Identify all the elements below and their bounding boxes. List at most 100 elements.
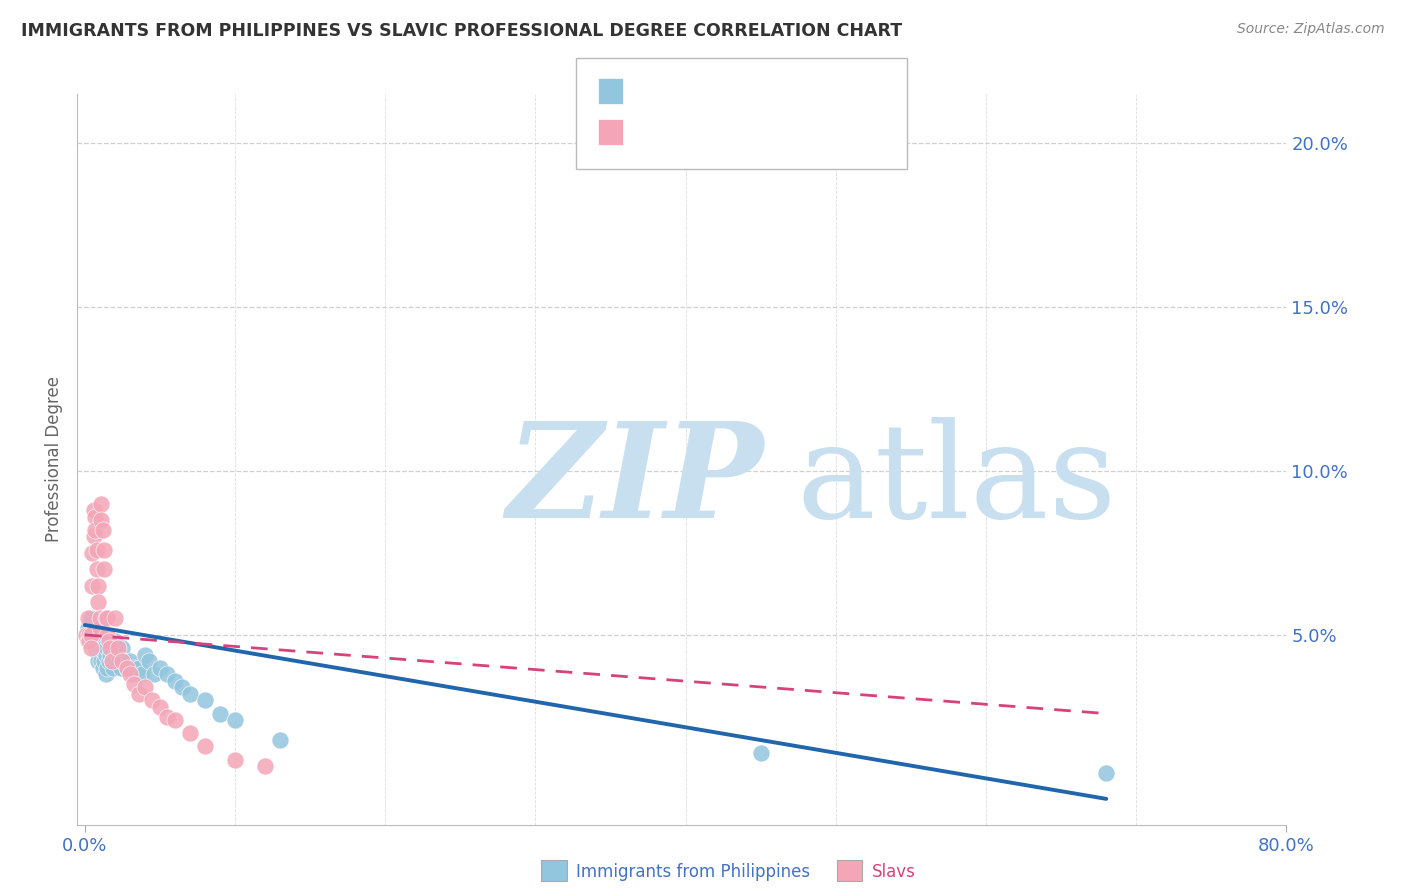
Point [80,628,103,642]
Point [104,611,127,625]
Point [224,713,246,727]
Point [208,706,231,721]
Text: R =: R = [634,84,669,98]
Point [156,667,179,681]
Point [96,628,118,642]
Point [76,611,98,625]
Text: ZIP: ZIP [506,417,763,546]
Text: 56: 56 [770,84,793,98]
Point [100,640,122,655]
Point [86,562,108,576]
Point [93,654,115,668]
Point [179,726,201,740]
Point [89,628,111,642]
Point [90,634,112,648]
Point [87,595,110,609]
Y-axis label: Professional Degree: Professional Degree [45,376,63,542]
Point [115,660,138,674]
Point [94,611,117,625]
Point [125,667,148,681]
Point [149,660,172,674]
Point [124,677,146,691]
Text: -0.658: -0.658 [668,84,725,98]
Point [254,759,277,773]
Point [94,648,117,662]
Point [86,644,108,658]
Point [91,523,114,537]
Point [112,654,135,668]
Point [90,513,112,527]
Point [118,654,141,668]
Point [749,746,772,760]
Text: IMMIGRANTS FROM PHILIPPINES VS SLAVIC PROFESSIONAL DEGREE CORRELATION CHART: IMMIGRANTS FROM PHILIPPINES VS SLAVIC PR… [21,22,903,40]
Point [84,523,107,537]
Point [131,667,153,681]
Point [134,648,156,662]
Text: Slavs: Slavs [872,863,915,881]
Point [97,654,120,668]
Point [75,628,97,642]
Point [194,739,217,754]
Point [107,640,129,655]
Point [86,542,108,557]
Point [82,546,104,560]
Point [93,640,115,655]
Point [89,621,111,635]
Point [149,700,172,714]
Point [134,681,156,695]
Point [128,660,150,674]
Point [1095,765,1118,780]
Point [111,640,134,655]
Point [80,611,103,625]
Point [194,693,217,707]
Point [87,640,110,655]
Point [86,634,108,648]
Text: -0.174: -0.174 [668,125,725,139]
Point [83,634,105,648]
Point [90,654,112,668]
Point [224,752,246,766]
Point [89,640,111,655]
Point [93,542,115,557]
Point [82,579,104,593]
Text: Source: ZipAtlas.com: Source: ZipAtlas.com [1237,22,1385,37]
Point [79,634,101,648]
Point [115,660,138,674]
Point [179,687,201,701]
Point [97,634,120,648]
Point [104,634,127,648]
Point [82,628,104,642]
Point [83,503,105,517]
Point [84,628,107,642]
Point [91,660,114,674]
Point [142,667,165,681]
Point [84,640,107,655]
Point [90,497,112,511]
Point [96,640,118,655]
Point [108,654,131,668]
Point [122,660,145,674]
Point [172,681,194,695]
Point [76,634,98,648]
Point [110,660,132,674]
Point [103,660,125,674]
Point [80,640,103,655]
Text: N =: N = [738,84,775,98]
Point [156,710,179,724]
Text: R =: R = [634,125,669,139]
Point [87,654,110,668]
Point [84,509,107,524]
Point [91,644,114,658]
Point [82,634,104,648]
Point [269,732,291,747]
Point [96,611,118,625]
Point [128,687,150,701]
Point [141,693,163,707]
Point [105,640,128,655]
Point [93,562,115,576]
Point [79,628,101,642]
Text: 46: 46 [770,125,793,139]
Text: N =: N = [738,125,775,139]
Point [89,611,111,625]
Point [163,713,186,727]
